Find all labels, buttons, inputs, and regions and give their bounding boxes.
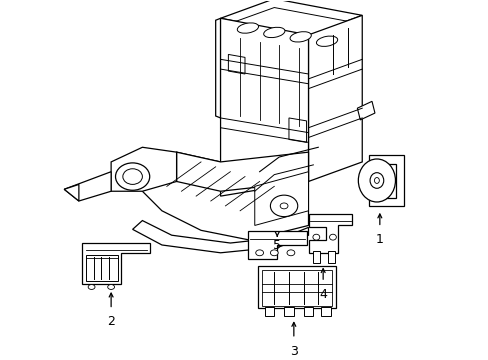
Ellipse shape <box>237 23 258 33</box>
Polygon shape <box>247 231 306 258</box>
Polygon shape <box>220 18 308 181</box>
Ellipse shape <box>280 203 287 209</box>
Polygon shape <box>81 243 150 284</box>
Polygon shape <box>220 0 362 35</box>
Polygon shape <box>176 152 308 191</box>
Text: 5: 5 <box>273 239 281 252</box>
Ellipse shape <box>329 234 336 240</box>
Polygon shape <box>228 54 244 74</box>
Polygon shape <box>321 306 330 316</box>
Polygon shape <box>264 306 274 316</box>
Text: 4: 4 <box>319 288 326 301</box>
Ellipse shape <box>115 163 149 190</box>
Text: 2: 2 <box>107 315 115 328</box>
Ellipse shape <box>358 159 395 202</box>
Ellipse shape <box>289 32 311 42</box>
Polygon shape <box>257 266 335 309</box>
Polygon shape <box>142 152 308 240</box>
Ellipse shape <box>255 250 263 256</box>
Polygon shape <box>327 251 334 262</box>
Polygon shape <box>308 15 362 181</box>
Polygon shape <box>111 147 176 191</box>
Polygon shape <box>288 118 306 143</box>
Polygon shape <box>284 306 293 316</box>
Ellipse shape <box>122 169 142 184</box>
Polygon shape <box>64 172 111 201</box>
Polygon shape <box>64 184 79 201</box>
Polygon shape <box>85 255 118 281</box>
Ellipse shape <box>286 250 294 256</box>
Polygon shape <box>261 270 331 306</box>
Text: 1: 1 <box>375 233 383 246</box>
Ellipse shape <box>88 284 95 289</box>
Ellipse shape <box>107 284 114 289</box>
Polygon shape <box>254 172 308 225</box>
Ellipse shape <box>374 177 379 183</box>
Ellipse shape <box>369 173 383 188</box>
Text: 3: 3 <box>289 345 297 357</box>
Polygon shape <box>303 306 313 316</box>
Polygon shape <box>215 18 220 118</box>
Polygon shape <box>368 155 404 206</box>
Ellipse shape <box>316 36 337 46</box>
Polygon shape <box>308 214 352 253</box>
Ellipse shape <box>263 27 285 37</box>
Ellipse shape <box>270 250 278 256</box>
Polygon shape <box>313 251 320 262</box>
Polygon shape <box>357 102 374 120</box>
Polygon shape <box>225 8 352 40</box>
Ellipse shape <box>270 195 297 217</box>
Polygon shape <box>132 221 308 253</box>
Ellipse shape <box>312 234 319 240</box>
